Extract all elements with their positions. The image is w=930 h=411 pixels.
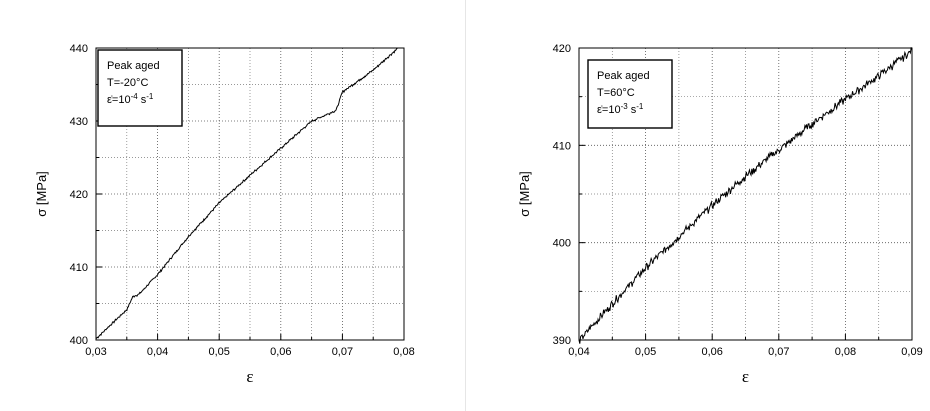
x-axis-label: ε [742,367,749,386]
x-tick-label: 0,07 [332,346,353,358]
y-tick-label: 440 [70,43,88,55]
y-tick-label: 430 [70,116,88,128]
legend-rate-exponent: -4 [131,92,139,101]
x-tick-label: 0,06 [270,346,291,358]
x-tick-label: 0,04 [568,346,589,358]
series-line [578,47,913,344]
legend-unit-exponent: -1 [146,92,154,101]
y-tick-label: 390 [553,335,571,347]
legend-rate-unit: s [138,94,147,106]
legend-box: Peak aged T=60°C ε̇=10-3 s-1 [587,59,673,129]
y-tick-label: 410 [70,262,88,274]
legend-unit-exponent: -1 [636,102,644,111]
x-tick-label: 0,07 [768,346,789,358]
legend-line-1: Peak aged [107,60,160,72]
legend-rate-base: ε̇=10 [107,94,131,106]
legend-rate-exponent: -3 [621,102,629,111]
x-tick-label: 0,06 [701,346,722,358]
legend-line-2: T=60°C [597,87,635,99]
y-axis-label: σ [MPa] [517,171,532,217]
x-tick-label: 0,08 [835,346,856,358]
y-axis-label: σ [MPa] [34,171,49,217]
y-tick-label: 410 [553,140,571,152]
legend-rate-base: ε̇=10 [597,104,621,116]
y-tick-label: 400 [553,238,571,250]
x-tick-label: 0,05 [635,346,656,358]
x-tick-label: 0,04 [147,346,168,358]
series-line [95,47,398,339]
y-tick-label: 420 [553,43,571,55]
x-tick-label: 0,09 [901,346,922,358]
legend-box: Peak aged T=-20°C ε̇=10-4 s-1 [97,49,183,127]
legend-frame [587,59,673,129]
legend-line-3: ε̇=10-3 s-1 [597,102,644,116]
legend-line-2: T=-20°C [107,77,148,89]
x-tick-label: 0,08 [393,346,414,358]
legend-line-1: Peak aged [597,70,650,82]
x-tick-label: 0,03 [85,346,106,358]
x-tick-label: 0,05 [208,346,229,358]
legend-frame [97,49,183,127]
y-tick-label: 420 [70,189,88,201]
plot-frame [95,47,405,341]
chart-1: 0,03 0,04 0,05 0,06 0,07 0,08 400 410 420 430 440 ε… [34,43,415,386]
y-tick-label: 400 [70,335,88,347]
x-axis-label: ε [246,367,253,386]
chart-2: 0,04 0,05 0,06 0,07 0,08 0,09 390 400 410 420 ε σ [… [517,43,923,386]
plot-frame [578,47,913,341]
panel-divider [465,0,466,411]
legend-rate-unit: s [628,104,637,116]
legend-line-3: ε̇=10-4 s-1 [107,92,154,106]
